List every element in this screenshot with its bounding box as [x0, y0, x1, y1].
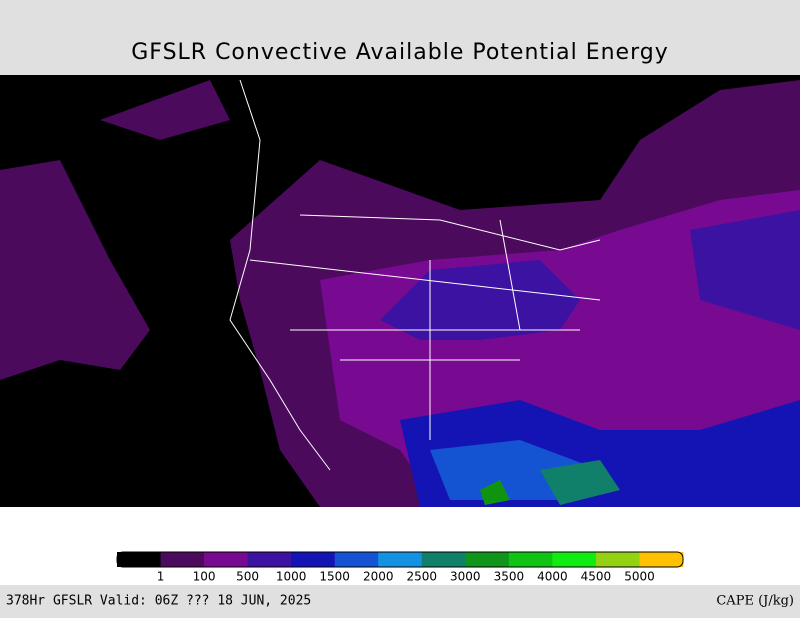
- colorbar-swatch: [378, 552, 423, 567]
- cape-region: [0, 160, 150, 380]
- colorbar-label: 5000: [624, 570, 655, 584]
- colorbar-swatch: [334, 552, 379, 567]
- header-bar: [0, 0, 800, 75]
- cape-region: [480, 480, 510, 505]
- colorbar-swatch: [465, 552, 510, 567]
- colorbar-swatch: [291, 552, 336, 567]
- colorbar-label: 2500: [406, 570, 437, 584]
- colorbar-swatch: [595, 552, 640, 567]
- colorbar-swatch: [117, 552, 162, 567]
- colorbar-swatch: [508, 552, 553, 567]
- colorbar-swatch: [639, 552, 684, 567]
- title: GFSLR Convective Available Potential Ene…: [131, 40, 668, 65]
- legend-area: [0, 507, 800, 585]
- colorbar-swatch: [204, 552, 249, 567]
- footer-right: CAPE (J/kg): [716, 594, 794, 609]
- footer-left: 378Hr GFSLR Valid: 06Z ??? 18 JUN, 2025: [6, 594, 311, 609]
- colorbar-label: 3000: [450, 570, 481, 584]
- colorbar-label: 4500: [581, 570, 612, 584]
- colorbar-swatch: [247, 552, 292, 567]
- cape-region: [100, 80, 230, 140]
- footer-bar: [0, 585, 800, 618]
- colorbar: 1 100 500 1000 1500 2000 2500 3000 3500 4000 4500 5…: [116, 551, 684, 584]
- cape-region: [540, 460, 620, 505]
- colorbar-label: 2000: [363, 570, 394, 584]
- cape-region: [690, 210, 800, 330]
- colorbar-label: 3500: [494, 570, 525, 584]
- colorbar-label: 4000: [537, 570, 568, 584]
- colorbar-label: 1500: [319, 570, 350, 584]
- colorbar-border: [116, 551, 684, 568]
- map: [0, 75, 800, 507]
- colorbar-swatch: [421, 552, 466, 567]
- colorbar-label: 500: [236, 570, 259, 584]
- colorbar-swatch: [160, 552, 205, 567]
- colorbar-label: 1: [157, 570, 165, 584]
- borders: [229, 79, 601, 471]
- colorbar-swatch: [552, 552, 597, 567]
- colorbar-label: 1000: [276, 570, 307, 584]
- colorbar-label: 100: [193, 570, 216, 584]
